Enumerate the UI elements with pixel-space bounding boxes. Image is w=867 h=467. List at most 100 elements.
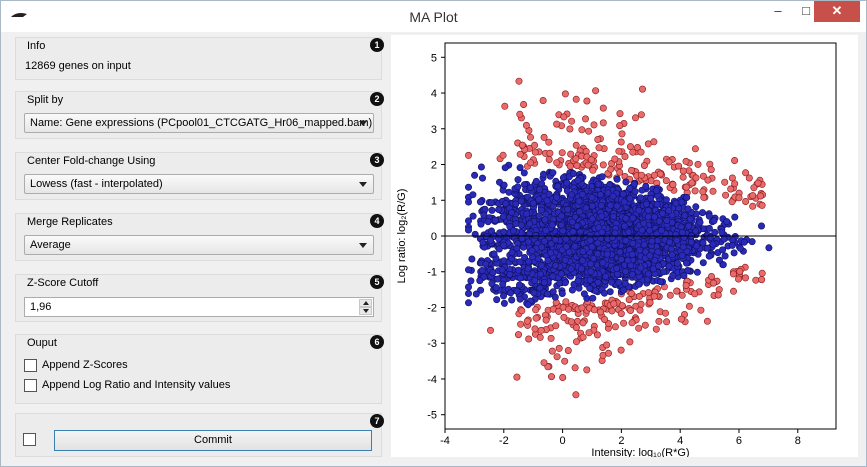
outlier-point <box>553 353 561 361</box>
checkbox-box[interactable] <box>24 359 37 372</box>
inlier-point <box>588 202 596 210</box>
inlier-point <box>644 213 652 221</box>
inlier-point <box>481 205 489 213</box>
outlier-point <box>652 325 660 333</box>
outlier-point <box>758 269 766 277</box>
inlier-point <box>684 267 692 275</box>
inlier-point <box>699 259 707 267</box>
inlier-point <box>693 268 701 276</box>
inlier-point <box>598 228 606 236</box>
inlier-point <box>552 236 560 244</box>
spin-up-icon[interactable] <box>359 299 372 307</box>
outlier-point <box>629 148 637 156</box>
outlier-point <box>518 307 526 315</box>
inlier-point <box>730 249 738 257</box>
outlier-point <box>568 117 576 125</box>
inlier-point <box>602 273 610 281</box>
outlier-point <box>750 184 758 192</box>
inlier-point <box>692 242 700 250</box>
outlier-point <box>542 316 550 324</box>
inlier-point <box>608 278 616 286</box>
auto-commit-checkbox[interactable] <box>23 433 36 446</box>
center-group: Center Fold-change Using 3 Lowess (fast … <box>15 152 384 200</box>
commit-button[interactable]: Commit <box>54 430 372 451</box>
merge-value: Average <box>30 239 71 251</box>
split-by-combo[interactable]: Name: Gene expressions (PCpool01_CTCGATG… <box>24 113 374 133</box>
inlier-point <box>642 182 650 190</box>
inlier-point <box>723 218 731 226</box>
outlier-point <box>700 193 708 201</box>
inlier-point <box>471 230 479 238</box>
outlier-point <box>749 192 757 200</box>
outlier-point <box>673 287 681 295</box>
inlier-point <box>484 218 492 226</box>
inlier-point <box>626 184 634 192</box>
x-tick-label: -2 <box>499 435 509 447</box>
inlier-point <box>720 235 728 243</box>
outlier-point <box>560 313 568 321</box>
outlier-point <box>625 296 633 304</box>
center-number-badge: 3 <box>370 153 384 167</box>
info-number-badge: 1 <box>370 38 384 52</box>
inlier-point <box>488 206 496 214</box>
output-group: Ouput 6 Append Z-Scores Append Log Ratio… <box>15 334 384 404</box>
outlier-point <box>540 359 548 367</box>
inlier-point <box>625 228 633 236</box>
outlier-point <box>650 171 658 179</box>
spin-down-icon[interactable] <box>359 307 372 315</box>
outlier-point <box>617 138 625 146</box>
outlier-point <box>745 174 753 182</box>
outlier-point <box>564 346 572 354</box>
inlier-point <box>476 277 484 285</box>
merge-combo[interactable]: Average <box>24 235 374 255</box>
inlier-point <box>706 233 714 241</box>
outlier-point <box>699 172 707 180</box>
center-combo[interactable]: Lowess (fast - interpolated) <box>24 174 374 194</box>
inlier-point <box>514 266 522 274</box>
outlier-point <box>539 96 547 104</box>
inlier-point <box>613 175 621 183</box>
inlier-point <box>573 222 581 230</box>
inlier-point <box>619 190 627 198</box>
split-by-group: Split by 2 Name: Gene expressions (PCpoo… <box>15 91 384 139</box>
inlier-point <box>663 217 671 225</box>
minimize-button[interactable]: – <box>774 3 782 18</box>
inlier-point <box>606 288 614 296</box>
inlier-point <box>536 186 544 194</box>
inlier-point <box>564 206 572 214</box>
inlier-point <box>611 229 619 237</box>
inlier-point <box>528 247 536 255</box>
inlier-point <box>562 235 570 243</box>
outlier-point <box>536 333 544 341</box>
inlier-point <box>731 213 739 221</box>
outlier-point <box>704 176 712 184</box>
inlier-point <box>465 290 473 298</box>
inlier-point <box>500 292 508 300</box>
inlier-point <box>588 243 596 251</box>
outlier-point <box>685 302 693 310</box>
inlier-point <box>549 272 557 280</box>
inlier-point <box>669 271 677 279</box>
inlier-point <box>624 256 632 264</box>
close-button[interactable]: ✕ <box>814 1 860 22</box>
maximize-button[interactable]: □ <box>802 3 810 18</box>
inlier-point <box>698 209 706 217</box>
inlier-point <box>622 268 630 276</box>
inlier-point <box>630 180 638 188</box>
inlier-point <box>705 212 713 220</box>
outlier-point <box>593 331 601 339</box>
inlier-point <box>479 174 487 182</box>
inlier-point <box>488 280 496 288</box>
inlier-point <box>640 219 648 227</box>
inlier-point <box>493 296 501 304</box>
inlier-point <box>678 198 686 206</box>
inlier-point <box>495 206 503 214</box>
checkbox-box[interactable] <box>24 379 37 392</box>
outlier-point <box>621 153 629 161</box>
outlier-point <box>608 307 616 315</box>
inlier-point <box>561 279 569 287</box>
zscore-spinbox[interactable]: 1,96 <box>24 297 374 317</box>
inlier-point <box>586 237 594 245</box>
inlier-point <box>648 237 656 245</box>
inlier-point <box>468 255 476 263</box>
